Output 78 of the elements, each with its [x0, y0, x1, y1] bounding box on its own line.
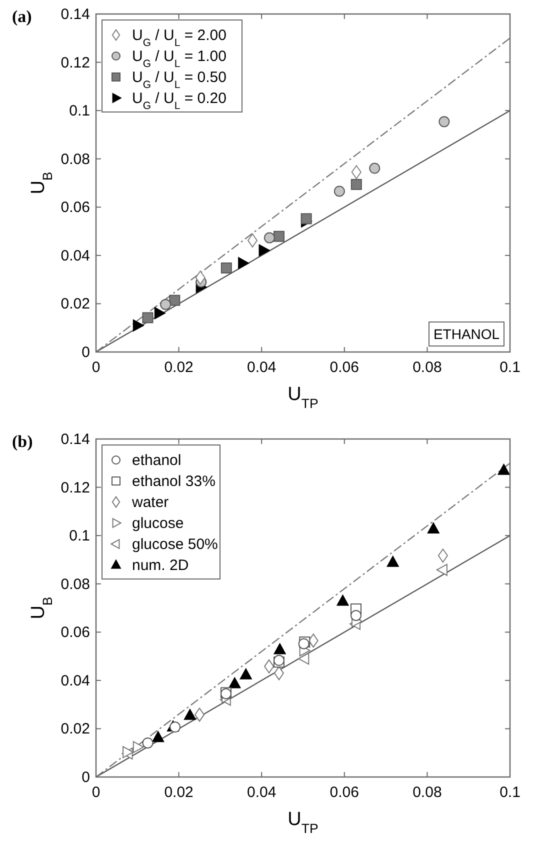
- point: [436, 564, 448, 576]
- chart-title: (a): [12, 7, 32, 26]
- point: [152, 731, 164, 742]
- point: [336, 594, 349, 606]
- point: [184, 708, 196, 720]
- point: [274, 666, 284, 680]
- point: [195, 270, 206, 285]
- legend-label: num. 2D: [132, 557, 189, 574]
- point: [300, 213, 312, 224]
- y-tick-label: 0.06: [60, 624, 90, 642]
- x-axis-title: U$_{TP}$: [288, 384, 318, 410]
- point: [350, 610, 362, 621]
- legend-label: ethanol 33%: [132, 473, 216, 490]
- point: [386, 556, 399, 567]
- y-tick-label: 0.04: [60, 247, 90, 264]
- point: [142, 312, 154, 324]
- x-tick-label: 0.1: [500, 359, 520, 376]
- y-tick-label: 0.08: [60, 150, 90, 168]
- y-tick-label: 0.14: [60, 6, 90, 23]
- y-tick-label: 0: [82, 344, 90, 361]
- legend-label: water: [131, 494, 169, 511]
- point: [132, 741, 144, 754]
- legend-label: glucose 50%: [132, 536, 218, 553]
- point: [264, 659, 274, 674]
- y-tick-label: 0.02: [60, 720, 90, 738]
- point: [170, 722, 181, 733]
- point: [438, 116, 450, 128]
- point: [258, 244, 270, 256]
- x-tick-label: 0.06: [330, 784, 359, 801]
- x-tick-label: 0.06: [330, 359, 359, 376]
- legend-label: ethanol: [132, 452, 182, 469]
- point: [298, 652, 310, 665]
- x-tick-label: 0.04: [247, 359, 276, 376]
- point: [142, 737, 154, 748]
- x-tick-label: 0.08: [412, 359, 442, 376]
- point: [228, 677, 241, 688]
- x-axis-title: U$_{TP}$: [288, 809, 318, 836]
- y-tick-label: 0.1: [69, 102, 90, 120]
- y-tick-label: 0.08: [60, 576, 90, 593]
- y-tick-label: 0: [82, 769, 90, 786]
- point: [247, 233, 258, 248]
- y-tick-label: 0.1: [69, 528, 90, 545]
- annotation: ETHANOL: [433, 326, 500, 342]
- legend-label: U$_{G}$ / U$_{L}$ = 1.00: [132, 48, 226, 70]
- legend-label: glucose: [132, 515, 184, 532]
- x-tick-label: 0.02: [164, 359, 194, 376]
- y-tick-label: 0.12: [60, 54, 90, 72]
- point: [308, 634, 318, 648]
- point: [132, 319, 144, 332]
- point: [427, 522, 440, 534]
- point: [274, 643, 286, 654]
- y-tick-label: 0.04: [60, 672, 90, 690]
- point: [264, 232, 275, 244]
- chart-title: (b): [12, 432, 33, 451]
- x-tick-label: 0.08: [412, 784, 442, 801]
- point: [238, 257, 250, 270]
- point: [240, 668, 252, 680]
- point: [169, 294, 180, 306]
- legend-label: U$_{G}$ / U$_{L}$ = 0.50: [132, 69, 226, 91]
- point: [154, 307, 166, 320]
- y-tick-label: 0.02: [60, 296, 90, 313]
- y-tick-label: 0.06: [60, 199, 90, 216]
- legend-label: U$_{G}$ / U$_{L}$ = 0.20: [132, 90, 226, 112]
- y-tick-label: 0.12: [60, 479, 90, 496]
- point: [334, 186, 345, 197]
- point: [438, 548, 448, 563]
- x-tick-label: 0.1: [500, 784, 520, 801]
- point: [273, 230, 284, 242]
- point: [160, 298, 172, 310]
- point: [220, 262, 232, 274]
- point: [351, 165, 362, 180]
- x-tick-label: 0.04: [247, 784, 276, 801]
- x-tick-label: 0.02: [164, 784, 194, 801]
- point: [350, 178, 362, 190]
- point: [498, 464, 510, 475]
- legend-label: U$_{G}$ / U$_{L}$ = 2.00: [132, 27, 226, 49]
- point: [369, 162, 380, 174]
- y-tick-label: 0.14: [60, 431, 90, 448]
